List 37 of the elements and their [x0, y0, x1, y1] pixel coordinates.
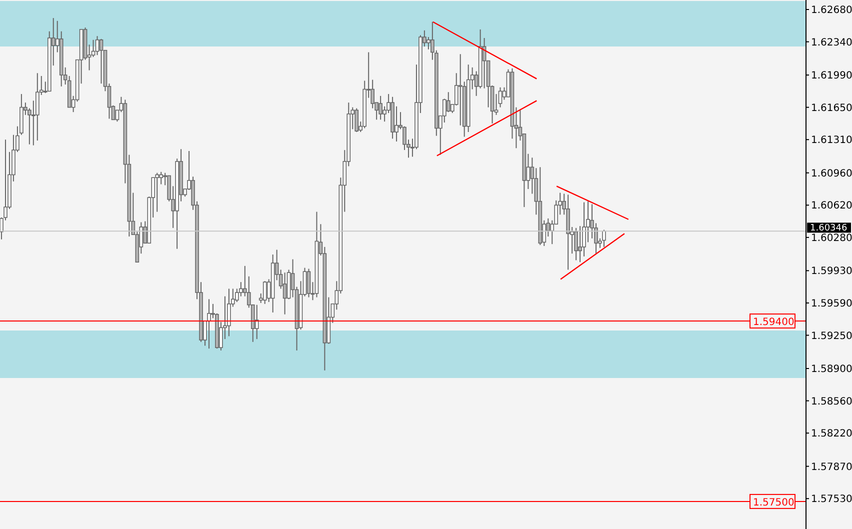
candlestick	[282, 272, 287, 315]
candlestick	[36, 72, 40, 142]
y-tick-label: 1.61650	[811, 102, 852, 114]
ref-line-label: 1.57500	[753, 497, 794, 508]
y-tick-label: 1.60280	[811, 232, 852, 244]
candlestick	[254, 304, 259, 340]
candlestick	[602, 229, 606, 248]
y-tick-label: 1.58220	[811, 428, 852, 440]
y-tick-label: 1.57530	[811, 494, 852, 506]
candlestick	[354, 108, 359, 133]
candlestick	[95, 36, 100, 56]
candlestick	[446, 92, 450, 113]
y-tick-label: 1.59250	[811, 330, 852, 342]
candlestick	[426, 36, 430, 50]
y-tick-label: 1.61310	[811, 135, 852, 146]
candlestick	[306, 268, 311, 298]
candlestick	[155, 172, 160, 212]
y-tick-label: 1.60620	[811, 200, 852, 212]
y-tick-label: 1.61990	[811, 70, 852, 82]
y-tick-label: 1.59590	[811, 298, 852, 310]
y-tick-label: 1.58900	[811, 364, 852, 376]
candlestick	[574, 227, 578, 261]
y-tick-label: 1.62340	[811, 37, 852, 48]
ref-line-label: 1.60346	[810, 224, 848, 234]
y-tick-label: 1.57870	[811, 462, 852, 473]
candlestick	[227, 288, 231, 337]
candlestick	[207, 298, 211, 350]
y-tick-label: 1.58560	[811, 396, 852, 408]
y-tick-label: 1.59930	[811, 266, 852, 278]
candlestick	[159, 171, 164, 185]
y-tick-label: 1.62680	[811, 5, 852, 16]
ref-line-label: 1.59400	[753, 317, 794, 328]
candlestick	[378, 95, 382, 120]
y-tick-label: 1.60960	[811, 168, 852, 180]
candlestick	[262, 280, 267, 304]
candlestick	[394, 106, 398, 142]
candlestick	[99, 38, 104, 84]
